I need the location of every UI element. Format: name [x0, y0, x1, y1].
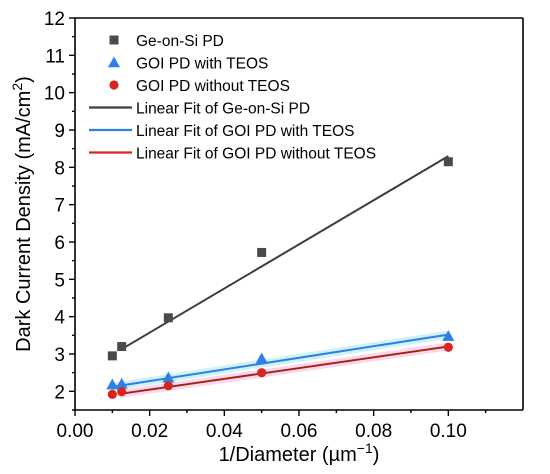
y-tick-label: 4 — [54, 308, 65, 329]
legend-label: Linear Fit of GOI PD with TEOS — [136, 123, 355, 140]
data-point-triangle-1 — [115, 377, 128, 389]
x-tick-label: 0.06 — [281, 421, 318, 442]
legend-label: Linear Fit of GOI PD without TEOS — [136, 146, 376, 163]
legend-label: Linear Fit of Ge-on-Si PD — [136, 101, 310, 118]
y-tick-label: 5 — [54, 270, 65, 291]
data-point-circle-4 — [443, 342, 453, 352]
data-point-circle-3 — [257, 368, 267, 378]
axes — [74, 17, 524, 411]
data-point-square-4 — [443, 157, 453, 167]
tick-marks: 2 3 4 5 6 7 8 9 10 11 12 0.00 0.02 0.04 0.06 0.08 0.10 — [44, 9, 487, 442]
legend-label: GOI PD without TEOS — [136, 78, 290, 95]
fit-line-overlay — [119, 345, 449, 395]
fit-line-1 — [112, 333, 449, 388]
data-point-circle-0 — [107, 389, 117, 399]
x-tick-label: 0.00 — [57, 421, 94, 442]
y-axis-title: Dark Current Density (mA/cm2) — [9, 76, 35, 352]
data-point-triangle-0 — [106, 378, 119, 390]
y-axis-title-close: ) — [13, 76, 35, 83]
data-point-square-2 — [163, 313, 173, 323]
y-axis-title-text: Dark Current Density (mA/cm — [13, 91, 35, 352]
legend-marker-triangle — [108, 56, 120, 68]
y-tick-label: 8 — [54, 158, 65, 179]
data-point-triangle-4 — [442, 330, 455, 341]
data-point-circle-2 — [163, 381, 173, 391]
x-tick-label: 0.02 — [131, 421, 168, 442]
data-point-square-1 — [117, 342, 127, 352]
y-tick-label: 10 — [44, 84, 65, 105]
data-point-circle-1 — [117, 387, 127, 397]
x-axis-title: 1/Diameter (µm−1) — [219, 440, 380, 466]
legend-marker-square — [109, 35, 119, 45]
x-axis-title-sup: −1 — [357, 440, 373, 456]
data-point-triangle-2 — [162, 371, 175, 383]
data-point-square-0 — [107, 351, 117, 361]
y-tick-label: 12 — [44, 9, 65, 30]
x-tick-label: 0.10 — [430, 421, 467, 442]
y-tick-label: 2 — [54, 382, 65, 403]
data-point-square-3 — [257, 247, 267, 257]
y-tick-label: 7 — [54, 196, 65, 217]
y-tick-label: 9 — [54, 121, 65, 142]
x-axis-title-text: 1/Diameter (µm — [219, 444, 357, 466]
x-tick-label: 0.04 — [206, 421, 243, 442]
x-axis-title-close: ) — [373, 444, 380, 466]
data-markers — [106, 157, 455, 399]
legend-marker-circle — [109, 80, 119, 90]
y-tick-label: 6 — [54, 233, 65, 254]
x-tick-label: 0.08 — [355, 421, 392, 442]
y-tick-label: 11 — [45, 46, 65, 67]
legend-label: GOI PD with TEOS — [136, 56, 268, 73]
fit-line-0 — [119, 155, 449, 352]
y-axis-title-sup: 2 — [9, 83, 25, 91]
legend-label: Ge-on-Si PD — [136, 33, 224, 50]
legend: Ge-on-Si PD GOI PD with TEOS GOI PD withou… — [89, 33, 376, 163]
data-point-triangle-3 — [255, 352, 268, 364]
y-tick-label: 3 — [54, 345, 65, 366]
